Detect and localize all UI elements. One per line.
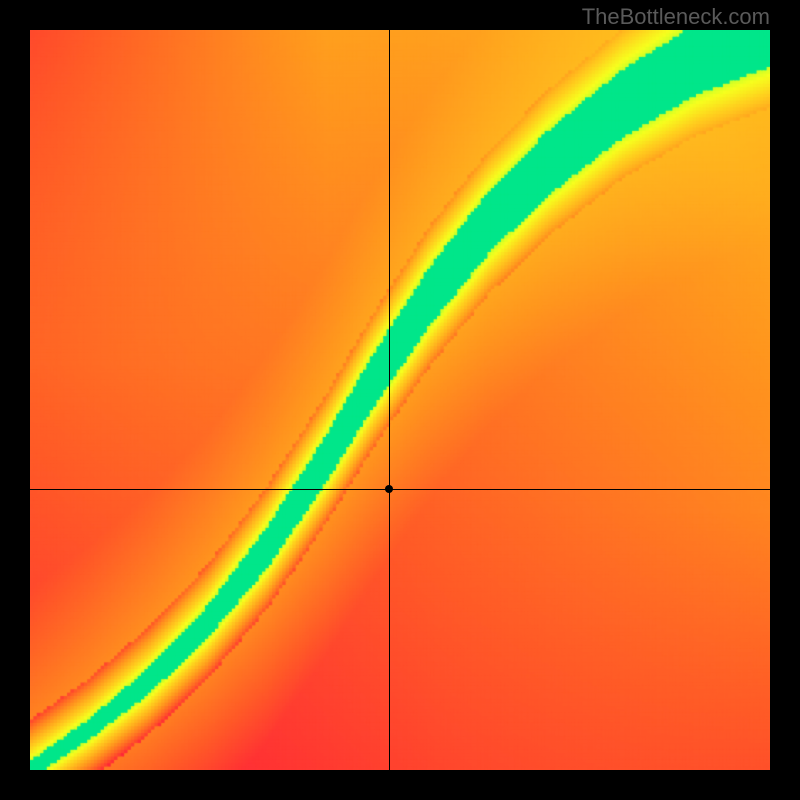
crosshair-marker-dot — [385, 485, 393, 493]
watermark-text: TheBottleneck.com — [582, 4, 770, 30]
crosshair-horizontal-line — [30, 489, 770, 490]
heatmap-canvas — [30, 30, 770, 770]
heatmap-plot — [30, 30, 770, 770]
crosshair-vertical-line — [389, 30, 390, 770]
